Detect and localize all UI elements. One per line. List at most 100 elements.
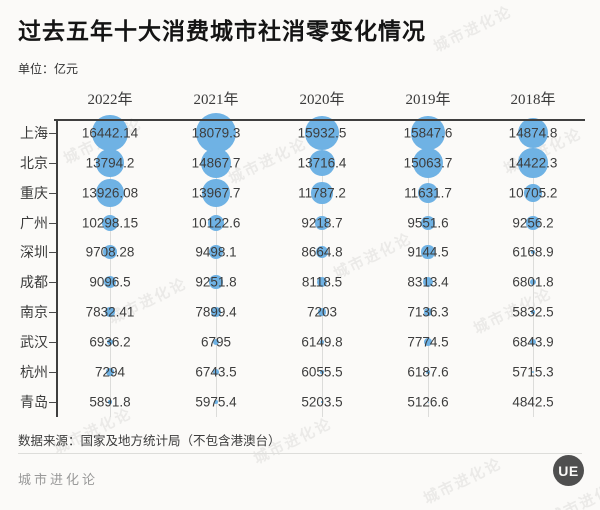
- value-bubble: [202, 179, 230, 207]
- cell-value: 6801.8: [512, 274, 554, 290]
- column-header: 2022年: [87, 92, 133, 108]
- value-bubble: [423, 337, 433, 347]
- cell-value: 13967.7: [191, 185, 241, 201]
- cell-value: 6743.5: [195, 364, 237, 380]
- value-bubble: [96, 179, 124, 207]
- cell-value: 7899.4: [195, 304, 237, 320]
- row-label-city: 深圳: [20, 246, 48, 261]
- cell-value: 9096.5: [89, 274, 131, 290]
- value-bubble: [214, 400, 218, 404]
- value-bubble: [530, 249, 536, 255]
- cell-value: 13926.08: [81, 185, 139, 201]
- column-header: 2018年: [510, 92, 556, 108]
- value-bubble: [311, 182, 333, 204]
- cell-value: 8313.4: [407, 274, 449, 290]
- value-bubble: [517, 117, 549, 149]
- value-bubble: [316, 276, 327, 287]
- value-bubble: [208, 244, 224, 260]
- value-bubble: [318, 308, 326, 316]
- value-bubble: [213, 369, 219, 375]
- row-label-city: 杭州: [20, 366, 48, 381]
- cell-value: 9551.6: [407, 215, 449, 231]
- value-bubble: [412, 147, 444, 179]
- value-bubble: [319, 339, 325, 345]
- cell-value: 5126.6: [407, 394, 449, 410]
- column-header: 2019年: [405, 92, 451, 108]
- row-tick-mark: [49, 282, 56, 283]
- unit-label: 单位：亿元: [18, 62, 79, 76]
- cell-value: 15932.5: [297, 125, 347, 141]
- cell-value: 6187.6: [407, 364, 449, 380]
- row-tick-mark: [49, 372, 56, 373]
- cell-value: 5715.3: [512, 364, 554, 380]
- cell-value: 10298.15: [81, 215, 139, 231]
- row-label-city: 广州: [20, 217, 48, 232]
- value-bubble: [320, 370, 324, 374]
- cell-value: 9256.2: [512, 215, 554, 231]
- row-tick-mark: [49, 252, 56, 253]
- cell-value: 6843.9: [512, 334, 554, 350]
- value-bubble: [420, 215, 436, 231]
- value-bubble: [305, 116, 339, 150]
- cell-value: 6936.2: [89, 334, 131, 350]
- cell-value: 13716.4: [297, 155, 347, 171]
- source-note: 数据来源：国家及地方统计局（不包含港澳台）: [18, 434, 281, 448]
- row-tick-mark: [49, 193, 56, 194]
- value-bubble: [529, 278, 536, 285]
- watermark-text: 城市进化论: [431, 3, 515, 56]
- cell-value: 9218.7: [301, 215, 343, 231]
- row-label-city: 重庆: [20, 187, 48, 202]
- row-tick-mark: [49, 163, 56, 164]
- row-label-city: 南京: [20, 306, 48, 321]
- value-bubble: [422, 276, 434, 288]
- column-gridline: [322, 119, 323, 417]
- column-gridline: [428, 119, 429, 417]
- cell-value: 14867.7: [191, 155, 241, 171]
- cell-value: 15063.7: [403, 155, 453, 171]
- value-bubble: [315, 216, 329, 230]
- value-bubble: [103, 275, 117, 289]
- cell-value: 7832.41: [85, 304, 135, 320]
- column-gridline: [110, 119, 111, 417]
- cell-value: 9144.5: [407, 244, 449, 260]
- row-tick-mark: [49, 402, 56, 403]
- cell-value: 18079.3: [191, 125, 241, 141]
- row-label-city: 武汉: [20, 336, 48, 351]
- cell-value: 11787.2: [298, 185, 346, 201]
- value-bubble: [531, 310, 535, 314]
- cell-value: 5975.4: [195, 394, 237, 410]
- cell-value: 4842.5: [512, 394, 554, 410]
- value-bubble: [106, 338, 114, 346]
- value-bubble: [321, 401, 323, 403]
- value-bubble: [308, 149, 336, 177]
- column-gridline: [216, 119, 217, 417]
- value-bubble: [106, 368, 114, 376]
- value-bubble: [531, 370, 535, 374]
- row-label-city: 青岛: [20, 396, 48, 411]
- value-bubble: [105, 307, 115, 317]
- row-label-city: 成都: [20, 276, 48, 291]
- value-bubble: [211, 307, 221, 317]
- cell-value: 6055.5: [301, 364, 343, 380]
- cell-value: 10122.6: [191, 215, 241, 231]
- row-label-city: 上海: [20, 127, 48, 142]
- value-bubble: [526, 216, 540, 230]
- cell-value: 7774.5: [407, 334, 449, 350]
- chart-title: 过去五年十大消费城市社消零变化情况: [18, 19, 426, 44]
- value-bubble: [207, 214, 225, 232]
- watermark-text: 城市进化论: [421, 455, 505, 508]
- cell-value: 14874.8: [508, 125, 558, 141]
- footer-divider: [18, 453, 582, 454]
- cell-value: 9708.28: [85, 244, 135, 260]
- column-header: 2020年: [299, 92, 345, 108]
- cell-value: 13794.2: [85, 155, 135, 171]
- value-bubble: [200, 147, 232, 179]
- row-tick-mark: [49, 223, 56, 224]
- cell-value: 10705.2: [508, 185, 558, 201]
- brand-logo-icon: UE: [553, 455, 584, 486]
- row-label-city: 北京: [20, 157, 48, 172]
- value-bubble: [101, 214, 119, 232]
- column-gridline: [533, 119, 534, 417]
- cell-value: 7136.3: [407, 304, 449, 320]
- cell-value: 6795: [200, 334, 232, 350]
